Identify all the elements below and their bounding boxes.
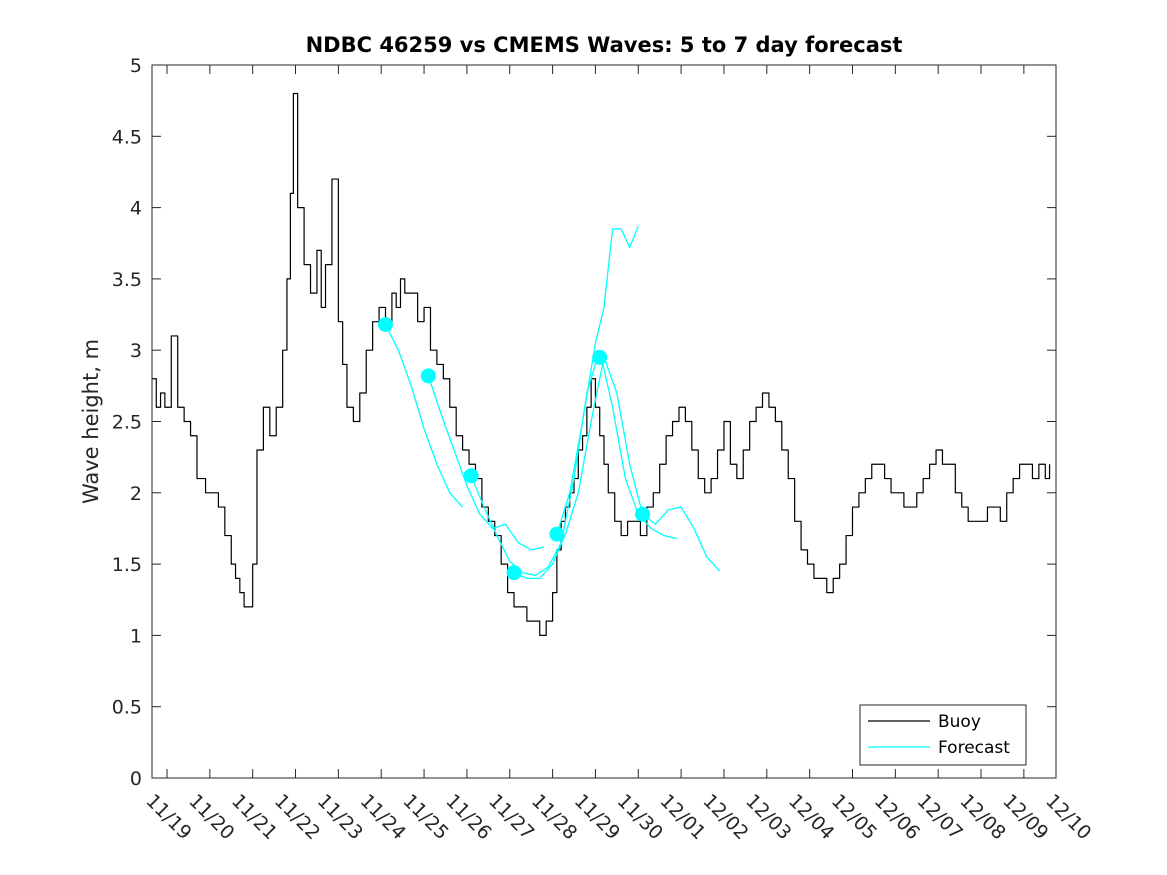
y-tick-label: 3: [130, 340, 142, 362]
x-tick-label: 11/21: [227, 790, 281, 844]
y-tick-label: 3.5: [112, 269, 142, 291]
forecast-marker: [592, 349, 608, 365]
forecast-marker: [506, 565, 522, 581]
y-tick-label: 0: [130, 768, 142, 790]
x-tick-label: 11/20: [184, 790, 238, 844]
forecast-marker: [635, 506, 651, 522]
chart-title: NDBC 46259 vs CMEMS Waves: 5 to 7 day fo…: [306, 33, 903, 57]
forecast-marker: [420, 368, 436, 384]
x-tick-label: 12/04: [784, 790, 838, 844]
y-tick-label: 1: [130, 625, 142, 647]
y-tick-label: 0.5: [112, 697, 142, 719]
series-line-forecast-1: [384, 324, 464, 508]
legend-box: [859, 704, 1027, 766]
axis-ticks: [152, 64, 1056, 779]
axes-box: [151, 64, 1057, 779]
x-tick-label: 11/22: [270, 790, 324, 844]
legend-label-buoy: Buoy: [938, 712, 981, 732]
y-tick-label: 4: [130, 198, 142, 220]
plot-area: [152, 65, 1056, 778]
x-tick-label: 11/25: [399, 790, 453, 844]
y-tick-label: 5: [130, 55, 142, 77]
x-tick-label: 11/26: [441, 790, 495, 844]
x-tick-label: 12/01: [656, 790, 710, 844]
forecast-marker: [463, 468, 479, 484]
series-layer: [152, 92, 1051, 637]
y-axis-label: Wave height, m: [79, 339, 103, 504]
series-line-forecast-2: [427, 375, 545, 551]
legend: Buoy Forecast: [859, 704, 1027, 766]
series-line-buoy: [152, 92, 1051, 637]
x-tick-label: 11/24: [356, 790, 410, 844]
x-tick-label: 12/07: [913, 790, 967, 844]
x-tick-label: 11/28: [527, 790, 581, 844]
x-tick-label: 12/08: [955, 790, 1009, 844]
y-tick-label: 1.5: [112, 554, 142, 576]
x-tick-label: 12/09: [998, 790, 1052, 844]
legend-label-forecast: Forecast: [938, 738, 1010, 758]
x-tick-label: 12/05: [827, 790, 881, 844]
y-tick-label: 2.5: [112, 412, 142, 434]
forecast-marker: [377, 317, 393, 333]
x-tick-label: 12/02: [698, 790, 752, 844]
x-tick-label: 11/23: [313, 790, 367, 844]
x-tick-labels: 11/1911/2011/2111/2211/2311/2411/2511/26…: [141, 790, 1095, 844]
x-tick-label: 11/19: [141, 790, 195, 844]
forecast-marker: [549, 526, 565, 542]
x-tick-label: 12/06: [870, 790, 924, 844]
x-tick-label: 11/30: [613, 790, 667, 844]
x-tick-label: 12/03: [741, 790, 795, 844]
x-tick-label: 11/29: [570, 790, 624, 844]
y-tick-labels: 0 0.5 1 1.5 2 2.5 3 3.5 4 4.5 5: [112, 55, 142, 790]
series-line-forecast-5: [556, 225, 639, 535]
series-line-forecast-4: [513, 356, 721, 580]
x-tick-label: 12/10: [1041, 790, 1095, 844]
y-tick-label: 2: [130, 483, 142, 505]
x-tick-label: 11/27: [484, 790, 538, 844]
y-tick-label: 4.5: [112, 126, 142, 148]
